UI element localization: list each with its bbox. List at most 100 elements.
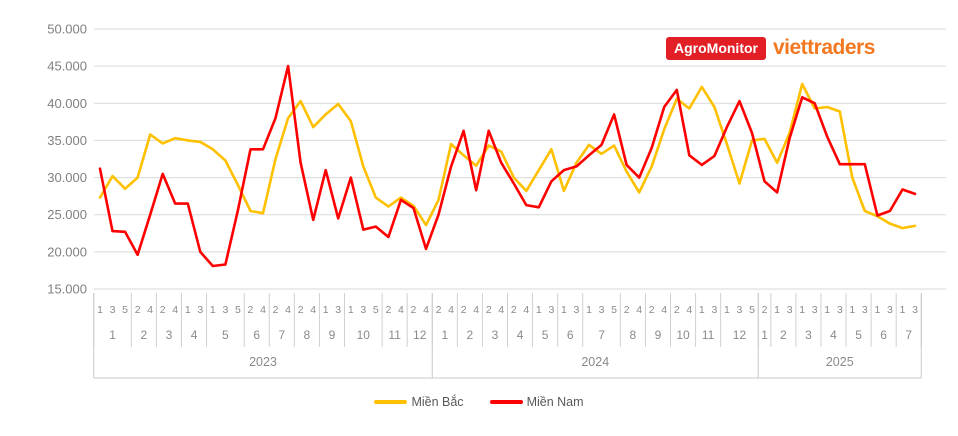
y-axis-label: 45.000 xyxy=(47,59,87,74)
month-label: 10 xyxy=(676,328,690,342)
month-label: 9 xyxy=(329,328,336,342)
week-label: 3 xyxy=(737,304,743,316)
month-label: 7 xyxy=(278,328,285,342)
y-axis-label: 20.000 xyxy=(47,244,87,259)
series-line-mien-bac xyxy=(98,82,917,230)
week-label: 4 xyxy=(473,304,479,316)
week-label: 4 xyxy=(423,304,429,316)
month-label: 6 xyxy=(253,328,260,342)
mien-bac-line-swatch xyxy=(374,400,408,404)
month-label: 1 xyxy=(761,328,768,342)
month-label: 6 xyxy=(567,328,574,342)
chart-legend: Miền Bắc Miền Nam xyxy=(0,395,958,409)
week-label: 3 xyxy=(110,304,116,316)
week-label: 2 xyxy=(511,304,517,316)
month-label: 8 xyxy=(630,328,637,342)
viettraders-logo: viettraders xyxy=(772,36,875,59)
month-label: 8 xyxy=(304,328,311,342)
week-label: 4 xyxy=(523,304,529,316)
month-label: 5 xyxy=(222,328,229,342)
y-axis-label: 40.000 xyxy=(47,96,87,111)
month-label: 11 xyxy=(388,328,401,342)
y-axis-label: 50.000 xyxy=(47,22,87,37)
y-axis-label: 35.000 xyxy=(47,133,87,148)
week-label: 5 xyxy=(749,304,755,316)
week-label: 1 xyxy=(824,304,830,316)
week-label: 4 xyxy=(686,304,692,316)
week-label: 3 xyxy=(574,304,580,316)
week-label: 2 xyxy=(135,304,141,316)
week-label: 3 xyxy=(912,304,918,316)
week-label: 3 xyxy=(197,304,203,316)
week-label: 1 xyxy=(561,304,567,316)
week-label: 3 xyxy=(862,304,868,316)
week-label: 2 xyxy=(273,304,279,316)
month-label: 12 xyxy=(733,328,747,342)
month-label: 12 xyxy=(413,328,427,342)
week-label: 4 xyxy=(661,304,667,316)
week-label: 2 xyxy=(298,304,304,316)
legend-item-mien-nam: Miền Nam xyxy=(489,395,584,409)
week-label: 2 xyxy=(649,304,655,316)
month-label: 7 xyxy=(598,328,605,342)
week-label: 5 xyxy=(122,304,128,316)
month-label: 3 xyxy=(805,328,812,342)
week-label: 4 xyxy=(498,304,504,316)
week-label: 3 xyxy=(711,304,717,316)
week-label: 4 xyxy=(285,304,291,316)
week-label: 2 xyxy=(248,304,254,316)
mien-nam-line-swatch xyxy=(489,400,523,404)
month-label: 4 xyxy=(830,328,837,342)
legend-item-mien-bac: Miền Bắc xyxy=(374,395,464,409)
month-label: 10 xyxy=(357,328,371,342)
month-label: 4 xyxy=(517,328,524,342)
week-label: 2 xyxy=(461,304,467,316)
month-label: 1 xyxy=(441,328,448,342)
week-label: 1 xyxy=(586,304,592,316)
week-label: 3 xyxy=(222,304,228,316)
month-label: 2 xyxy=(780,328,787,342)
week-label: 1 xyxy=(536,304,542,316)
week-label: 1 xyxy=(799,304,805,316)
week-label: 3 xyxy=(837,304,843,316)
month-label: 7 xyxy=(905,328,912,342)
week-label: 2 xyxy=(411,304,417,316)
week-label: 2 xyxy=(624,304,630,316)
week-label: 1 xyxy=(874,304,880,316)
week-label: 3 xyxy=(335,304,341,316)
week-label: 5 xyxy=(611,304,617,316)
week-label: 3 xyxy=(812,304,818,316)
legend-label-mien-nam: Miền Nam xyxy=(526,395,584,409)
week-label: 1 xyxy=(185,304,191,316)
year-label: 2025 xyxy=(826,355,854,369)
week-label: 3 xyxy=(548,304,554,316)
week-label: 4 xyxy=(147,304,153,316)
week-label: 4 xyxy=(260,304,266,316)
week-label: 1 xyxy=(97,304,103,316)
week-label: 3 xyxy=(360,304,366,316)
series-line-mien-nam xyxy=(98,64,917,268)
week-label: 5 xyxy=(235,304,241,316)
week-label: 4 xyxy=(636,304,642,316)
week-label: 3 xyxy=(887,304,893,316)
month-label: 9 xyxy=(655,328,662,342)
y-axis-label: 15.000 xyxy=(47,282,87,297)
month-label: 6 xyxy=(880,328,887,342)
week-label: 2 xyxy=(674,304,680,316)
year-label: 2024 xyxy=(581,355,609,369)
week-label: 1 xyxy=(724,304,730,316)
week-label: 2 xyxy=(160,304,166,316)
week-label: 3 xyxy=(599,304,605,316)
week-label: 1 xyxy=(774,304,780,316)
month-label: 5 xyxy=(855,328,862,342)
week-label: 4 xyxy=(310,304,316,316)
week-label: 1 xyxy=(210,304,216,316)
week-label: 3 xyxy=(787,304,793,316)
week-label: 2 xyxy=(436,304,442,316)
month-label: 11 xyxy=(702,328,715,342)
agromonitor-logo: AgroMonitor xyxy=(666,36,766,60)
month-label: 4 xyxy=(191,328,198,342)
week-label: 2 xyxy=(385,304,391,316)
